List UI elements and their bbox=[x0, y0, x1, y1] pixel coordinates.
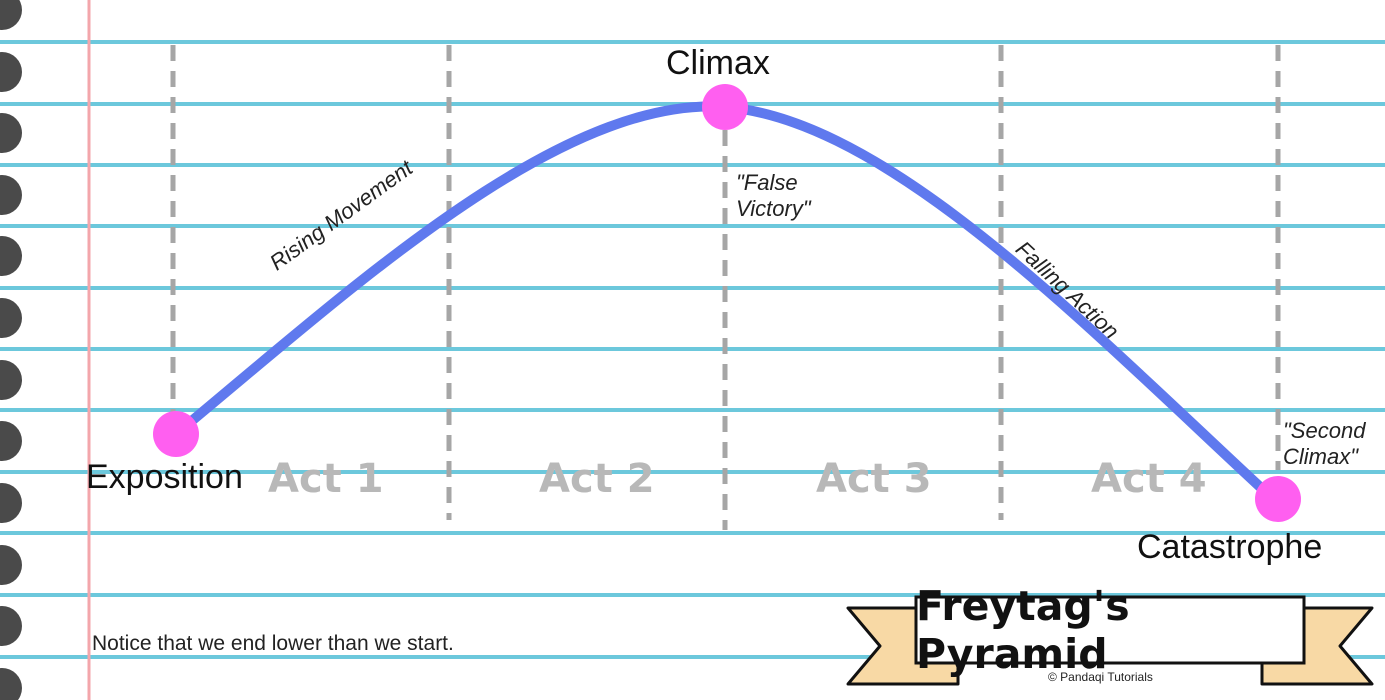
climax-label: Climax bbox=[666, 44, 770, 82]
exposition-point bbox=[153, 411, 199, 457]
act-2-label: Act 2 bbox=[539, 456, 655, 502]
false-victory-note: "False Victory" bbox=[736, 170, 811, 222]
act-1-label: Act 1 bbox=[268, 456, 384, 502]
false-victory-line-2: Victory" bbox=[736, 196, 811, 221]
banner-credit: © Pandaqi Tutorials bbox=[1048, 670, 1153, 684]
second-climax-line-2: Climax" bbox=[1283, 444, 1359, 469]
act-dividers bbox=[170, 45, 1281, 530]
binding-holes bbox=[0, 0, 22, 700]
second-climax-line-1: "Second bbox=[1283, 418, 1366, 443]
exposition-label: Exposition bbox=[86, 458, 243, 496]
banner-panel bbox=[914, 595, 1306, 665]
catastrophe-label: Catastrophe bbox=[1137, 528, 1323, 566]
act-4-label: Act 4 bbox=[1091, 456, 1207, 502]
act-3-label: Act 3 bbox=[816, 456, 932, 502]
climax-point bbox=[702, 84, 748, 130]
second-climax-note: "Second Climax" bbox=[1283, 418, 1365, 470]
banner-title: Freytag's Pyramid bbox=[916, 582, 1130, 678]
ruled-lines bbox=[0, 40, 1385, 659]
title-banner bbox=[846, 595, 1374, 686]
false-victory-line-1: "False bbox=[736, 170, 798, 195]
footer-note: Notice that we end lower than we start. bbox=[92, 632, 454, 655]
catastrophe-point bbox=[1255, 476, 1301, 522]
